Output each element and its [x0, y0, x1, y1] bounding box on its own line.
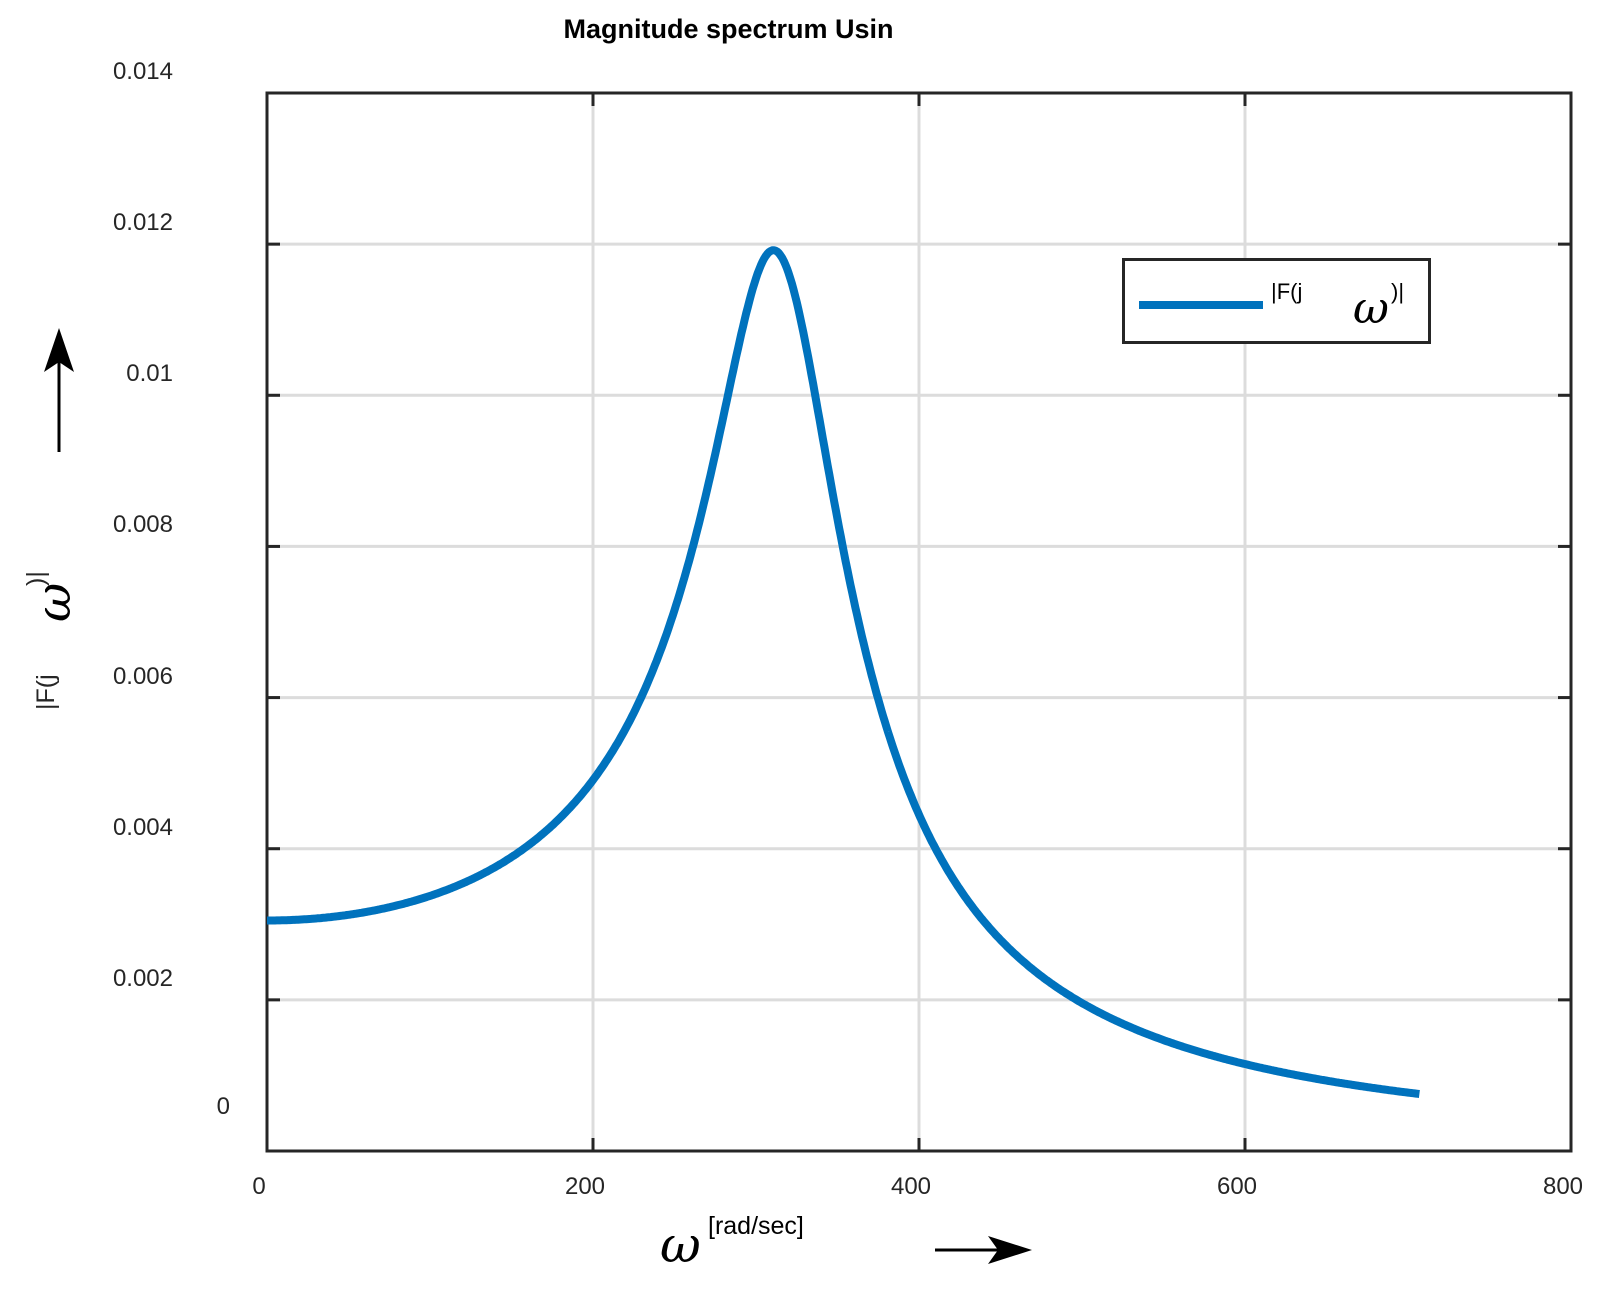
- y-tick-label: 0: [216, 1093, 230, 1120]
- x-tick-label: 600: [1216, 1173, 1258, 1200]
- x-tick-label: 400: [890, 1173, 932, 1200]
- y-tick-label: 0.004: [112, 813, 173, 841]
- y-label-prefix: |F(j: [32, 674, 60, 710]
- y-tick-label: 0.008: [112, 511, 173, 539]
- y-label-omega: ω: [26, 582, 82, 622]
- magnitude-curve: [264, 246, 1422, 1098]
- y-tick-label: 0.002: [112, 964, 173, 992]
- y-arrow-icon: [44, 328, 74, 452]
- x-tick-label: 200: [564, 1173, 606, 1200]
- y-tick-label: 0.014: [112, 58, 173, 85]
- x-label-unit: [rad/sec]: [708, 1212, 804, 1240]
- y-tick-label: 0.01: [126, 360, 173, 388]
- y-tick-label: 0.012: [112, 209, 173, 237]
- legend: |F(j ω )|: [1122, 258, 1431, 344]
- axes-box: [265, 91, 1573, 1153]
- y-label-suffix: )|: [22, 571, 50, 586]
- legend-line-swatch: [1139, 301, 1263, 309]
- legend-label-prefix: |F(j: [1271, 279, 1303, 304]
- x-tick-label: 800: [1542, 1173, 1584, 1200]
- legend-label-omega: ω: [1353, 283, 1389, 334]
- y-tick-label: 0.006: [112, 662, 173, 690]
- axis-ticks: [267, 93, 1571, 1151]
- x-arrow-icon: [935, 1236, 1032, 1264]
- legend-label-suffix: )|: [1391, 279, 1405, 304]
- x-tick-label: 0: [252, 1173, 266, 1200]
- y-axis-label: |F(j ω )|: [18, 410, 98, 710]
- grid-lines: [267, 93, 1571, 1151]
- chart-title: Magnitude spectrum Usin: [563, 14, 894, 44]
- x-label-omega: ω: [660, 1216, 701, 1274]
